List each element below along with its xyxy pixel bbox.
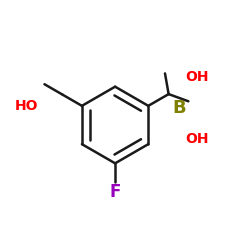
Text: OH: OH (185, 70, 208, 84)
Text: HO: HO (15, 100, 38, 114)
Text: F: F (110, 183, 121, 201)
Text: B: B (172, 99, 186, 117)
Text: OH: OH (185, 132, 208, 145)
